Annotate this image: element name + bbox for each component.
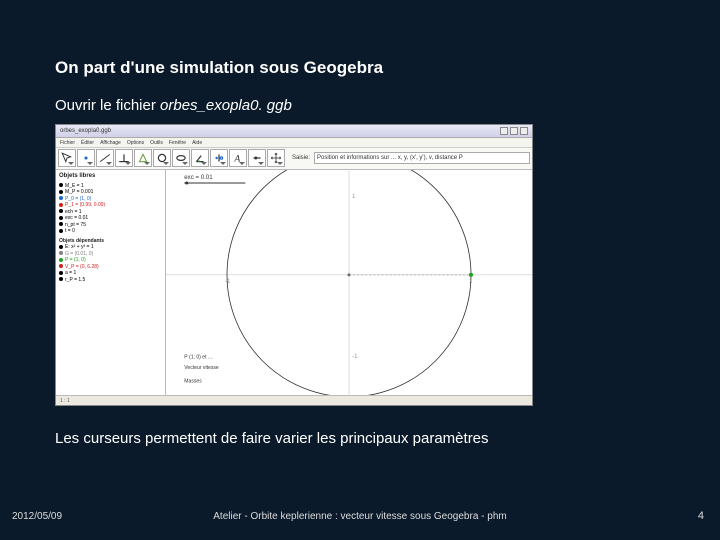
tool-ellipse[interactable] [172, 149, 190, 167]
footer-page-number: 4 [698, 510, 704, 522]
minimize-button[interactable] [500, 127, 508, 135]
tool-move[interactable] [58, 149, 76, 167]
algebra-title: Objets libres [59, 173, 162, 181]
slide-caption: Les curseurs permettent de faire varier … [55, 430, 489, 447]
menu-item[interactable]: Options [127, 140, 144, 146]
tool-reflect[interactable] [210, 149, 228, 167]
menu-item[interactable]: Outils [150, 140, 163, 146]
workspace: Objets libres M_E = 1M_P = 0.001P_0 = (1… [56, 170, 532, 396]
svg-text:-1: -1 [352, 353, 358, 360]
algebra-item[interactable]: r_P = 1.5 [59, 277, 162, 284]
slide-heading: On part d'une simulation sous Geogebra [55, 58, 383, 78]
close-button[interactable] [520, 127, 528, 135]
tool-slider[interactable] [248, 149, 266, 167]
menu-item[interactable]: Fenêtre [169, 140, 186, 146]
window-titlebar[interactable]: orbes_exopla0.ggb [56, 125, 532, 138]
svg-text:A: A [233, 154, 240, 164]
statusbar: 1 : 1 [56, 395, 532, 405]
toolbar: A Saisie: Position et informations sur ...… [56, 148, 532, 170]
subhead-prefix: Ouvrir le fichier [55, 97, 160, 114]
graphics-canvas[interactable]: -111-1exc = 0.01P (1; 0) et … Vecteur vi… [166, 170, 532, 396]
tool-angle[interactable] [191, 149, 209, 167]
svg-text:exc = 0.01: exc = 0.01 [184, 174, 213, 181]
slide: On part d'une simulation sous Geogebra O… [0, 0, 720, 540]
tool-text[interactable]: A [229, 149, 247, 167]
status-text: 1 : 1 [60, 398, 70, 404]
input-field[interactable]: Position et informations sur ... x, y, (… [314, 152, 530, 164]
svg-text:-1: -1 [225, 278, 231, 285]
tool-move-view[interactable] [267, 149, 285, 167]
tool-perp[interactable] [115, 149, 133, 167]
window-title: orbes_exopla0.ggb [60, 128, 111, 134]
algebra-item[interactable]: t = 0 [59, 228, 162, 235]
footer-title: Atelier - Orbite keplerienne : vecteur v… [0, 511, 720, 522]
menu-item[interactable]: Éditer [81, 140, 94, 146]
graphics-view[interactable]: -111-1exc = 0.01P (1; 0) et … Vecteur vi… [166, 170, 532, 396]
svg-text:1: 1 [352, 193, 356, 200]
tool-line[interactable] [96, 149, 114, 167]
maximize-button[interactable] [510, 127, 518, 135]
svg-text:P (1; 0) et …: P (1; 0) et … [184, 355, 213, 361]
tool-poly[interactable] [134, 149, 152, 167]
tool-point[interactable] [77, 149, 95, 167]
menu-item[interactable]: Aide [192, 140, 202, 146]
svg-text:Vecteur vitesse: Vecteur vitesse [184, 365, 219, 371]
slide-subhead: Ouvrir le fichier orbes_exopla0. ggb [55, 97, 292, 114]
subhead-filename: orbes_exopla0. ggb [160, 97, 292, 114]
svg-text:Masses: Masses [184, 379, 202, 385]
geogebra-window: orbes_exopla0.ggb Fichier Éditer Affichage… [55, 124, 533, 406]
algebra-panel[interactable]: Objets libres M_E = 1M_P = 0.001P_0 = (1… [56, 170, 166, 396]
tool-circle[interactable] [153, 149, 171, 167]
menu-item[interactable]: Affichage [100, 140, 121, 146]
menu-item[interactable]: Fichier [60, 140, 75, 146]
menubar[interactable]: Fichier Éditer Affichage Options Outils Fenêt… [56, 138, 532, 148]
input-label: Saisie: [292, 155, 310, 161]
